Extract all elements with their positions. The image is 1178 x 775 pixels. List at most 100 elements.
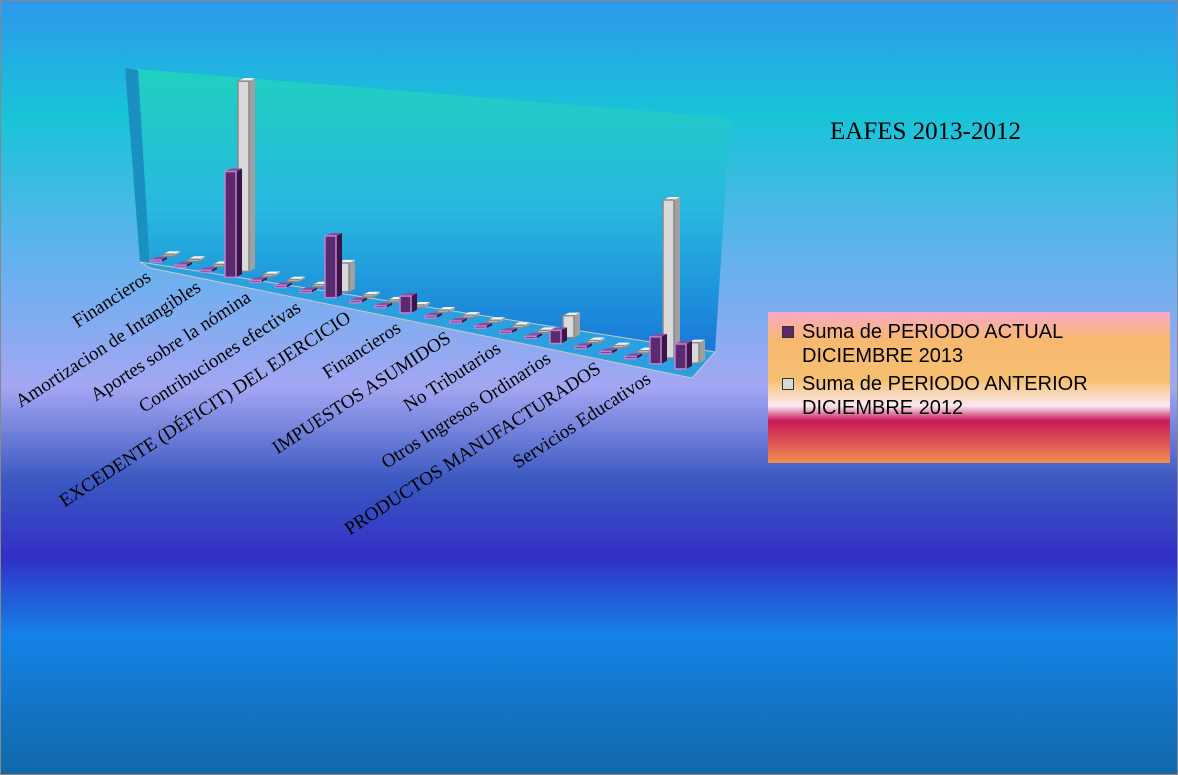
- bar: [149, 259, 162, 263]
- bar: [487, 319, 500, 324]
- bar-top: [563, 312, 580, 316]
- bar: [187, 258, 200, 262]
- bar-side: [636, 353, 642, 359]
- bar: [162, 253, 175, 257]
- bar: [499, 330, 512, 335]
- bar-side: [286, 282, 292, 288]
- bar: [574, 345, 587, 350]
- bar-side: [511, 328, 517, 334]
- bar-side: [699, 339, 705, 364]
- bar-side: [174, 251, 180, 257]
- bar-side: [436, 312, 442, 319]
- bar-side: [561, 327, 567, 344]
- bar-top: [350, 297, 367, 301]
- bar: [349, 299, 362, 304]
- bar-top: [250, 277, 267, 281]
- bar-top: [463, 312, 480, 316]
- legend: Suma de PERIODO ACTUAL DICIEMBRE 2013 Sum…: [768, 312, 1170, 463]
- bar-side: [161, 257, 167, 262]
- bar: [437, 309, 450, 313]
- bar-side: [249, 78, 255, 272]
- bar: [199, 269, 212, 273]
- bar-side: [499, 317, 505, 323]
- bar: [312, 283, 325, 288]
- bar-top: [588, 337, 605, 341]
- bar-top: [575, 343, 592, 347]
- bar-side: [461, 317, 467, 324]
- legend-swatch: [782, 378, 794, 390]
- bar: [549, 329, 562, 345]
- bar: [174, 264, 187, 268]
- legend-swatch: [782, 326, 794, 338]
- bar-top: [550, 327, 567, 331]
- bar-side: [624, 342, 630, 348]
- bar-side: [299, 276, 305, 282]
- bar-side: [574, 312, 580, 338]
- bar-top: [450, 317, 467, 321]
- bar-side: [211, 267, 217, 273]
- bar: [674, 343, 687, 370]
- bar-top: [275, 282, 292, 286]
- bar: [387, 299, 400, 303]
- legend-label: Suma de PERIODO ACTUAL DICIEMBRE 2013: [802, 321, 1063, 367]
- bar-side: [686, 341, 692, 369]
- bar-side: [411, 293, 417, 313]
- bar-side: [586, 343, 592, 349]
- bar-top: [338, 259, 355, 263]
- bar-side: [536, 333, 542, 339]
- bar: [537, 329, 550, 334]
- side-wall: [125, 68, 150, 268]
- bar: [662, 199, 675, 359]
- bar: [599, 350, 612, 355]
- bar: [299, 289, 312, 294]
- bar: [474, 325, 487, 329]
- bar-side: [236, 168, 242, 278]
- floor: [139, 261, 716, 379]
- bar-top: [325, 232, 342, 236]
- bar: [362, 294, 375, 298]
- bar: [624, 355, 637, 360]
- bar-side: [424, 301, 430, 308]
- bar-side: [261, 277, 267, 283]
- bar-side: [599, 337, 605, 343]
- bar-side: [449, 307, 455, 313]
- bar-side: [311, 287, 317, 293]
- bar-top: [225, 168, 242, 172]
- bar: [224, 170, 237, 279]
- bar: [587, 339, 600, 344]
- bar: [212, 263, 225, 268]
- bar: [249, 279, 262, 284]
- bar-top: [150, 257, 167, 261]
- bar-top: [475, 323, 492, 327]
- bar: [512, 324, 525, 329]
- bar-top: [363, 291, 380, 295]
- bar-top: [438, 307, 455, 311]
- bar-side: [661, 333, 667, 364]
- back-wall: [125, 68, 730, 352]
- bar-side: [611, 348, 617, 354]
- bar-top: [375, 302, 392, 306]
- bar: [524, 335, 537, 340]
- bar: [324, 235, 337, 299]
- bar: [274, 284, 287, 289]
- chart-title: EAFES 2013-2012: [830, 118, 1021, 145]
- bar-side: [186, 262, 192, 268]
- bar-side: [349, 259, 355, 292]
- bar-top: [538, 327, 555, 331]
- bar: [562, 314, 575, 339]
- bar: [637, 349, 650, 354]
- bar-side: [336, 232, 342, 298]
- bar: [649, 336, 662, 365]
- bar-side: [361, 297, 367, 303]
- bar: [287, 278, 300, 283]
- bar: [612, 344, 625, 349]
- legend-entry: Suma de PERIODO ANTERIOR DICIEMBRE 2012: [782, 372, 1162, 420]
- bar-top: [263, 271, 280, 275]
- bar-side: [524, 322, 530, 328]
- bar-side: [274, 271, 280, 277]
- bar: [462, 314, 475, 319]
- bar-side: [386, 302, 392, 308]
- legend-entry: Suma de PERIODO ACTUAL DICIEMBRE 2013: [782, 320, 1162, 368]
